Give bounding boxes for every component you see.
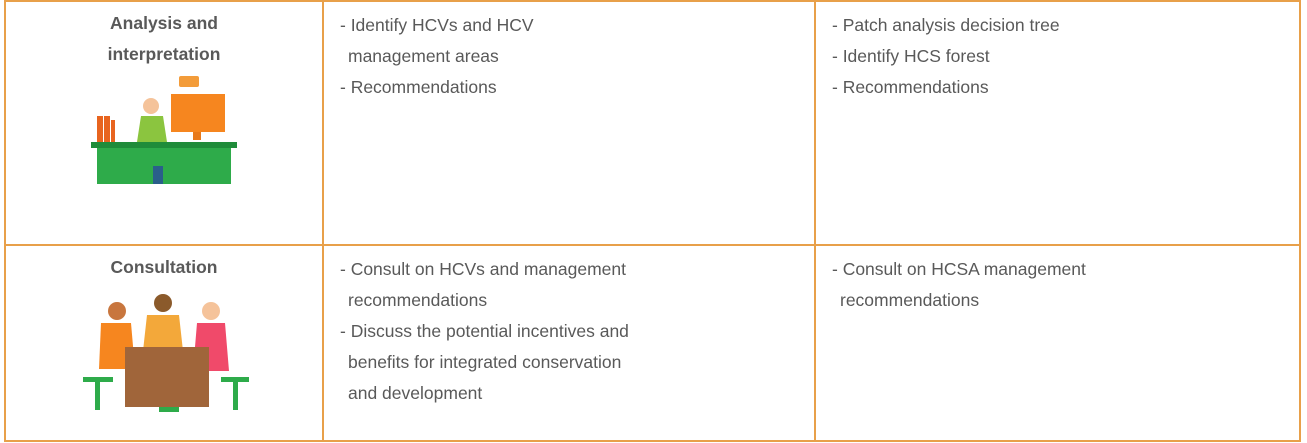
meeting-illustration [83,294,249,412]
bullet-line: - Discuss the potential incentives and [340,321,629,341]
bullet-line: - Identify HCVs and HCV [340,15,534,35]
row-label-cell: Analysis and interpretation [4,0,324,246]
row-label-line: interpretation [107,44,221,64]
hcv-cell: - Consult on HCVs and management recommen… [322,244,816,442]
bullet-line: - Recommendations [832,77,989,97]
bullet-line: - Recommendations [340,77,497,97]
row-label-cell: Consultation [4,244,324,442]
hcs-cell: - Patch analysis decision tree - Identify… [814,0,1301,246]
hcs-cell: - Consult on HCSA management recommendati… [814,244,1301,442]
hcv-cell: - Identify HCVs and HCV management areas -… [322,0,816,246]
row-label: Analysis and interpretation [22,8,306,70]
bullet-line: - Identify HCS forest [832,46,990,66]
table-row: Consultation - Consult on HCVs and manag… [4,244,1301,442]
bullet-line: and development [348,383,483,403]
row-label: Consultation [22,252,306,283]
desk-illustration [91,76,237,184]
bullet-line: - Consult on HCVs and management [340,259,626,279]
bullet-line: - Patch analysis decision tree [832,15,1060,35]
bullet-line: recommendations [840,290,980,310]
row-label-line: Analysis and [110,13,218,33]
bullet-line: recommendations [348,290,488,310]
bullet-line: - Consult on HCSA management [832,259,1086,279]
activity-table: Analysis and interpretation - Identify HC… [4,0,1301,442]
bullet-line: benefits for integrated conservation [348,352,622,372]
table-row: Analysis and interpretation - Identify HC… [4,0,1301,246]
row-label-line: Consultation [110,257,218,277]
bullet-line: management areas [348,46,499,66]
